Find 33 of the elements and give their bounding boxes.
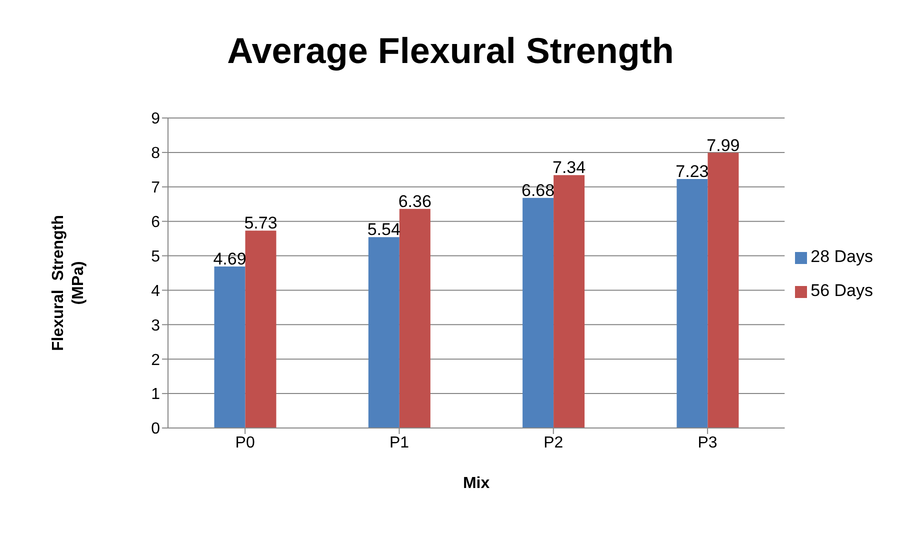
data-label: 4.69 <box>213 249 246 268</box>
y-tick-label: 7 <box>151 180 160 197</box>
y-tick-label: 5 <box>151 248 160 266</box>
x-tick-label: P1 <box>389 434 410 452</box>
y-tick-label: 9 <box>151 110 160 128</box>
x-tick-label: P2 <box>544 434 564 452</box>
bar <box>214 266 246 428</box>
bar <box>708 152 739 428</box>
y-axis-title: Flexural Strength (MPa) <box>38 118 98 448</box>
chart-title: Average Flexural Strength <box>226 30 675 72</box>
legend-label: 28 Days <box>810 247 873 266</box>
y-tick-label: 2 <box>151 352 160 369</box>
data-label: 7.23 <box>676 162 709 181</box>
data-label: 7.34 <box>552 158 586 178</box>
x-tick-label: P0 <box>235 434 255 452</box>
bar <box>554 175 585 428</box>
legend-label: 56 Days <box>810 281 873 300</box>
x-axis-title: Mix <box>462 475 490 492</box>
x-tick-label: P3 <box>698 434 718 452</box>
data-label: 7.99 <box>706 136 740 155</box>
data-label: 5.73 <box>244 214 278 233</box>
y-tick-label: 4 <box>151 282 160 300</box>
y-tick-label: 1 <box>151 386 160 404</box>
bar <box>245 230 276 428</box>
y-tick-label: 6 <box>151 214 160 232</box>
bar <box>522 198 554 428</box>
y-tick-label: 0 <box>151 420 160 438</box>
bar <box>676 178 708 428</box>
y-tick-label: 3 <box>151 317 160 334</box>
bar <box>399 208 430 428</box>
y-tick-label: 8 <box>151 145 160 162</box>
bar <box>368 237 400 428</box>
data-label: 6.36 <box>398 192 432 211</box>
